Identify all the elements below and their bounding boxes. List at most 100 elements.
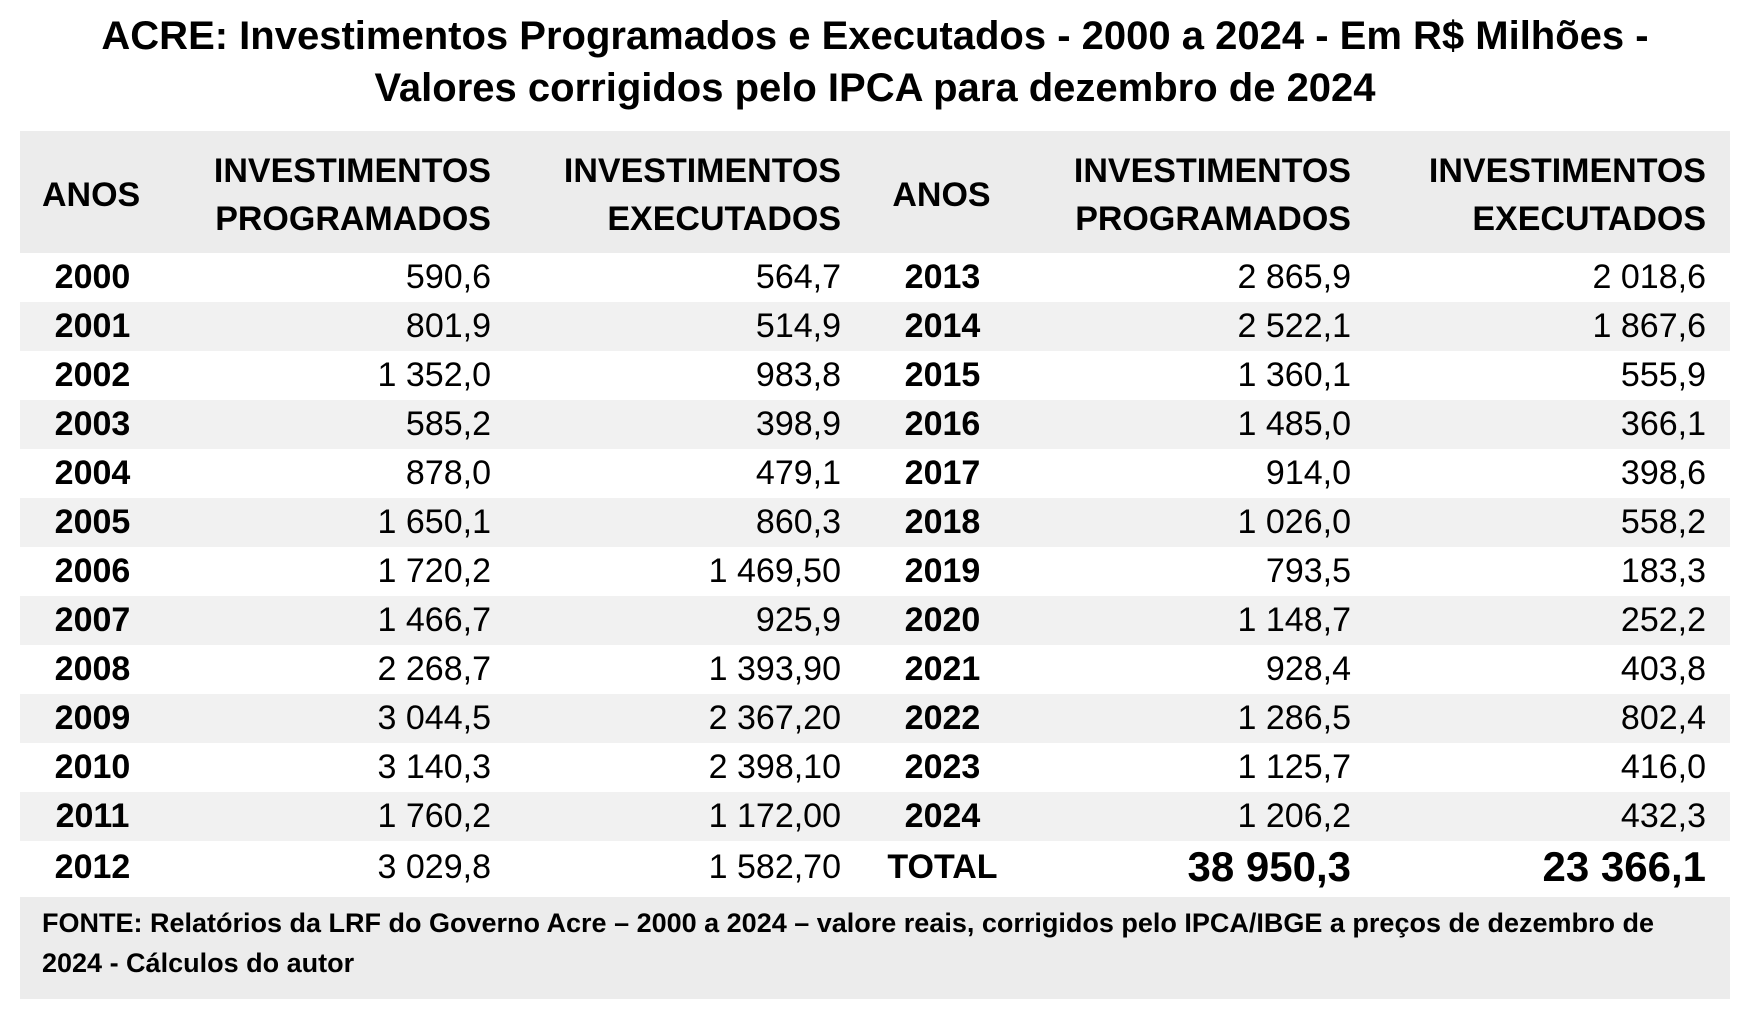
year-cell: 2015 [904, 356, 981, 394]
total-programados: 38 950,3 [1187, 843, 1352, 890]
programados-cell: 914,0 [1265, 454, 1351, 492]
programados-cell: 801,9 [165, 302, 515, 351]
year-cell: 2017 [904, 454, 981, 492]
year-cell: 2005 [20, 498, 165, 547]
executados-cell: 1 582,70 [708, 847, 841, 886]
year-cell: 2001 [20, 302, 165, 351]
year-cell: 2014 [865, 302, 1020, 351]
programados-cell: 1 650,1 [165, 498, 515, 547]
table-header: ANOS INVESTIMENTOS PROGRAMADOS INVESTIME… [20, 131, 1730, 253]
programados-cell: 1 485,0 [1020, 400, 1375, 449]
header-line: EXECUTADOS [1472, 200, 1706, 238]
table-row: 2006 1 720,2 1 469,50 2019 793,5 183,3 [20, 547, 1730, 596]
executados-cell: 558,2 [1375, 498, 1730, 547]
executados-cell: 564,7 [755, 258, 841, 296]
year-cell: 2006 [54, 552, 131, 590]
year-cell: 2016 [865, 400, 1020, 449]
programados-cell: 2 865,9 [1237, 258, 1351, 296]
programados-cell: 878,0 [405, 454, 491, 492]
programados-cell: 1 352,0 [377, 356, 491, 394]
header-line: INVESTIMENTOS [213, 152, 491, 190]
table-row: 2007 1 466,7 925,9 2020 1 148,7 252,2 [20, 596, 1730, 645]
programados-cell: 1 026,0 [1020, 498, 1375, 547]
executados-cell: 514,9 [515, 302, 865, 351]
table-row: 2004 878,0 479,1 2017 914,0 398,6 [20, 449, 1730, 498]
executados-cell: 2 018,6 [1592, 258, 1706, 296]
year-cell: 2008 [54, 650, 131, 688]
header-line: PROGRAMADOS [215, 200, 491, 238]
executados-cell: 555,9 [1620, 356, 1706, 394]
executados-cell: 1 469,50 [708, 552, 841, 590]
page-title: ACRE: Investimentos Programados e Execut… [0, 10, 1750, 114]
total-executados: 23 366,1 [1542, 843, 1707, 890]
header-programados-right: INVESTIMENTOS PROGRAMADOS [1020, 131, 1375, 253]
year-cell: 2000 [54, 258, 131, 296]
programados-cell: 1 760,2 [165, 792, 515, 841]
executados-cell: 183,3 [1620, 552, 1706, 590]
executados-cell: 1 867,6 [1375, 302, 1730, 351]
table-row: 2005 1 650,1 860,3 2018 1 026,0 558,2 [20, 498, 1730, 547]
source-note: FONTE: Relatórios da LRF do Governo Acre… [20, 897, 1730, 999]
executados-cell: 2 367,20 [515, 694, 865, 743]
table-row: 2000 590,6 564,7 2013 2 865,9 2 018,6 [20, 253, 1730, 302]
header-line: EXECUTADOS [607, 200, 841, 238]
header-line: INVESTIMENTOS [1428, 152, 1706, 190]
year-cell: 2022 [865, 694, 1020, 743]
year-cell: 2018 [865, 498, 1020, 547]
header-executados-right: INVESTIMENTOS EXECUTADOS [1375, 131, 1730, 253]
table-row: 2003 585,2 398,9 2016 1 485,0 366,1 [20, 400, 1730, 449]
investments-table: ANOS INVESTIMENTOS PROGRAMADOS INVESTIME… [20, 131, 1730, 893]
programados-cell: 793,5 [1265, 552, 1351, 590]
executados-cell: 1 393,90 [708, 650, 841, 688]
executados-cell: 802,4 [1375, 694, 1730, 743]
year-cell: 2023 [904, 748, 981, 786]
title-line-1: ACRE: Investimentos Programados e Execut… [101, 14, 1649, 58]
programados-cell: 590,6 [405, 258, 491, 296]
programados-cell: 3 029,8 [377, 847, 491, 886]
executados-cell: 925,9 [515, 596, 865, 645]
year-cell: 2002 [54, 356, 131, 394]
table-row: 2009 3 044,5 2 367,20 2022 1 286,5 802,4 [20, 694, 1730, 743]
executados-cell: 983,8 [755, 356, 841, 394]
header-executados-left: INVESTIMENTOS EXECUTADOS [515, 131, 865, 253]
year-cell: 2019 [904, 552, 981, 590]
header-anos-right: ANOS [892, 176, 991, 214]
year-cell: 2009 [20, 694, 165, 743]
table-row: 2010 3 140,3 2 398,10 2023 1 125,7 416,0 [20, 743, 1730, 792]
executados-cell: 252,2 [1375, 596, 1730, 645]
programados-cell: 3 044,5 [165, 694, 515, 743]
total-row: 2012 3 029,8 1 582,70 TOTAL 38 950,3 23 … [20, 841, 1730, 893]
programados-cell: 2 522,1 [1020, 302, 1375, 351]
year-cell: 2003 [20, 400, 165, 449]
year-cell: 2021 [904, 650, 981, 688]
executados-cell: 403,8 [1620, 650, 1706, 688]
executados-cell: 860,3 [515, 498, 865, 547]
programados-cell: 1 125,7 [1237, 748, 1351, 786]
source-line-2: 2024 - Cálculos do autor [42, 948, 355, 978]
table-row: 2011 1 760,2 1 172,00 2024 1 206,2 432,3 [20, 792, 1730, 841]
data-table-panel: ANOS INVESTIMENTOS PROGRAMADOS INVESTIME… [20, 131, 1730, 999]
year-cell: 2011 [20, 792, 165, 841]
year-cell: 2004 [54, 454, 131, 492]
programados-cell: 1 466,7 [165, 596, 515, 645]
programados-cell: 1 286,5 [1020, 694, 1375, 743]
year-cell: 2010 [54, 748, 131, 786]
header-line: INVESTIMENTOS [1073, 152, 1351, 190]
year-cell: 2012 [54, 847, 131, 886]
table-body: 2000 590,6 564,7 2013 2 865,9 2 018,6 2001 801,… [20, 253, 1730, 893]
programados-cell: 1 206,2 [1020, 792, 1375, 841]
executados-cell: 1 172,00 [515, 792, 865, 841]
table-row: 2002 1 352,0 983,8 2015 1 360,1 555,9 [20, 351, 1730, 400]
table-row: 2001 801,9 514,9 2014 2 522,1 1 867,6 [20, 302, 1730, 351]
executados-cell: 2 398,10 [708, 748, 841, 786]
executados-cell: 366,1 [1375, 400, 1730, 449]
programados-cell: 1 720,2 [377, 552, 491, 590]
programados-cell: 928,4 [1265, 650, 1351, 688]
header-programados-left: INVESTIMENTOS PROGRAMADOS [165, 131, 515, 253]
executados-cell: 398,9 [515, 400, 865, 449]
programados-cell: 585,2 [165, 400, 515, 449]
programados-cell: 1 148,7 [1020, 596, 1375, 645]
year-cell: 2020 [865, 596, 1020, 645]
title-line-2: Valores corrigidos pelo IPCA para dezemb… [374, 66, 1376, 110]
executados-cell: 432,3 [1375, 792, 1730, 841]
